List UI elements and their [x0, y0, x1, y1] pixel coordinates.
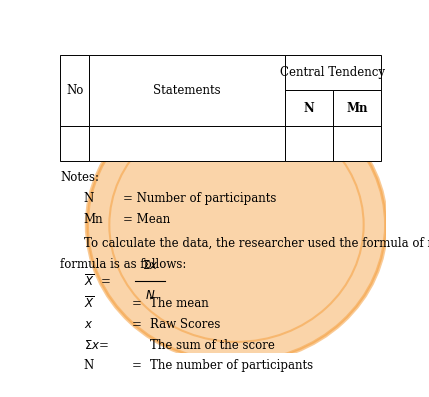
Text: $x$: $x$: [84, 318, 93, 331]
FancyBboxPatch shape: [60, 55, 89, 125]
Text: No: No: [66, 84, 83, 97]
Text: $N$: $N$: [145, 289, 155, 302]
Text: The sum of the score: The sum of the score: [150, 339, 275, 351]
Text: $\Sigma x$=: $\Sigma x$=: [84, 339, 109, 351]
Text: To calculate the data, the researcher used the formula of mean. The: To calculate the data, the researcher us…: [84, 237, 429, 250]
Text: N: N: [84, 359, 94, 372]
Text: Mn: Mn: [84, 213, 103, 226]
Text: =: =: [132, 297, 142, 310]
Text: $\Sigma x$: $\Sigma x$: [142, 259, 158, 272]
Text: formula is as follows:: formula is as follows:: [60, 258, 187, 271]
Text: Central Tendency: Central Tendency: [281, 66, 386, 79]
Text: Notes:: Notes:: [60, 172, 99, 185]
FancyBboxPatch shape: [60, 125, 89, 161]
FancyBboxPatch shape: [333, 125, 381, 161]
Text: Raw Scores: Raw Scores: [150, 318, 221, 331]
Text: The number of participants: The number of participants: [150, 359, 313, 372]
Text: $\overline{X}$: $\overline{X}$: [84, 296, 94, 311]
FancyBboxPatch shape: [285, 125, 333, 161]
FancyBboxPatch shape: [285, 91, 333, 125]
FancyBboxPatch shape: [333, 91, 381, 125]
FancyBboxPatch shape: [89, 55, 285, 125]
FancyBboxPatch shape: [285, 55, 381, 91]
Text: The mean: The mean: [150, 297, 209, 310]
Text: Statements: Statements: [153, 84, 221, 97]
Text: =: =: [132, 318, 142, 331]
Text: =: =: [132, 359, 142, 372]
Text: = Mean: = Mean: [124, 213, 171, 226]
Circle shape: [87, 87, 386, 362]
Text: Mn: Mn: [346, 102, 368, 114]
Text: N: N: [304, 102, 314, 114]
Text: $\overline{X}$  =: $\overline{X}$ =: [84, 273, 110, 289]
Text: = Number of participants: = Number of participants: [124, 192, 277, 205]
FancyBboxPatch shape: [89, 125, 285, 161]
Text: N: N: [84, 192, 94, 205]
